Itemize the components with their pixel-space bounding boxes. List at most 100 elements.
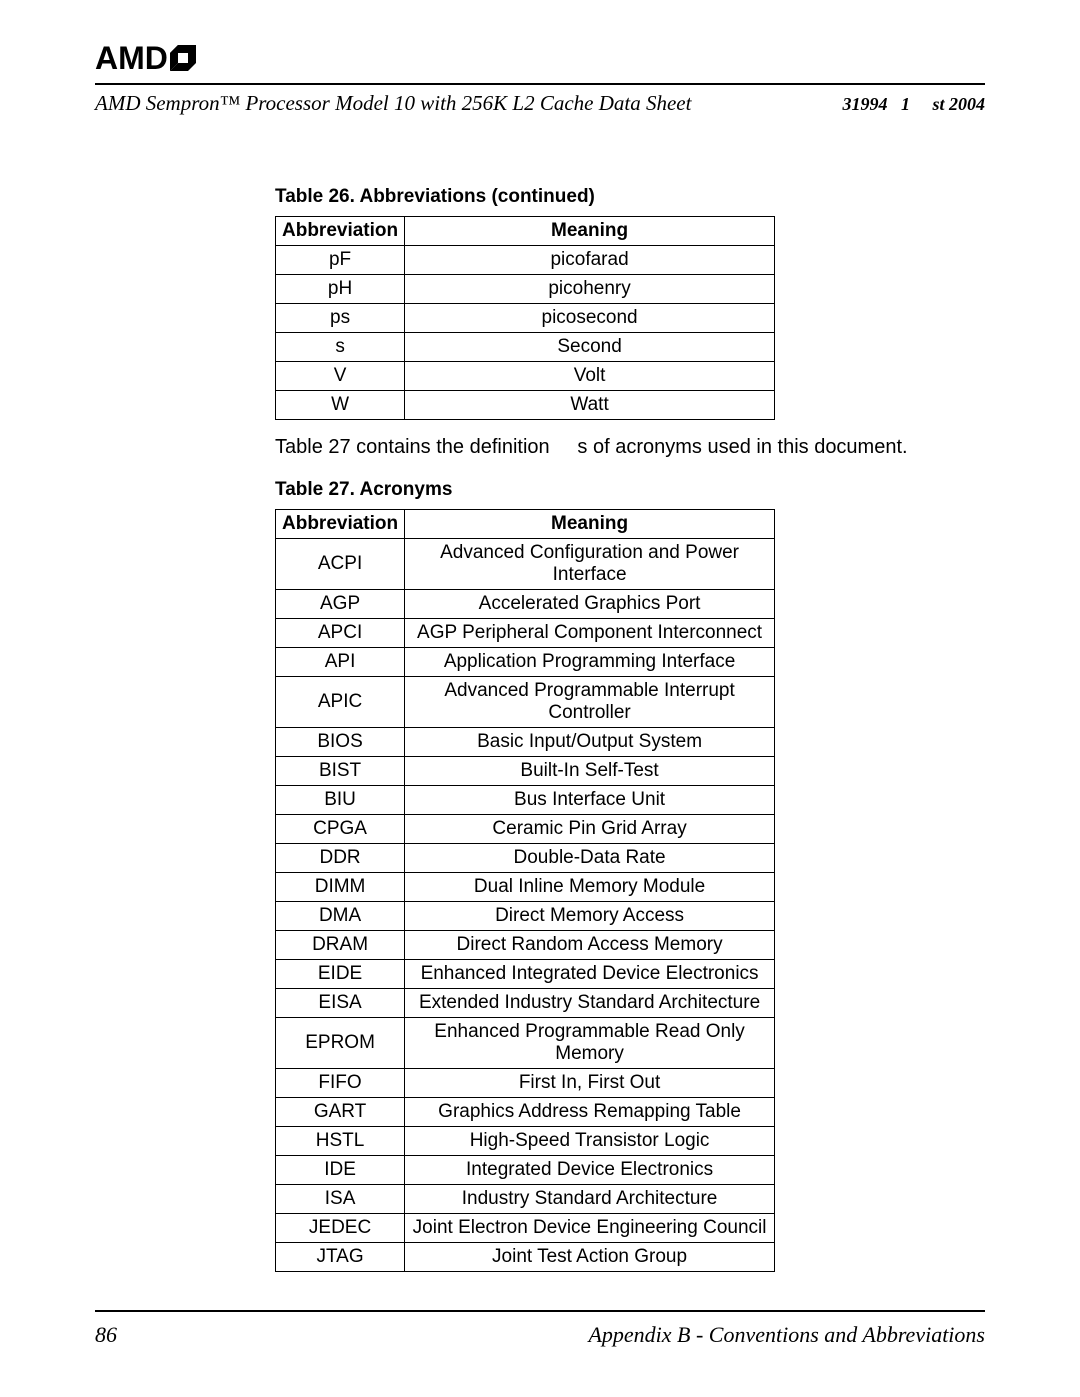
table26-col-abbreviation: Abbreviation xyxy=(276,217,405,246)
table27-cell: AGP Peripheral Component Interconnect xyxy=(405,619,775,648)
table26-cell: W xyxy=(276,391,405,420)
table27-header-row: Abbreviation Meaning xyxy=(276,510,775,539)
table26-row: VVolt xyxy=(276,362,775,391)
appendix-title: Appendix B - Conventions and Abbreviatio… xyxy=(588,1322,985,1348)
table27-row: DIMMDual Inline Memory Module xyxy=(276,873,775,902)
table27-cell: Dual Inline Memory Module xyxy=(405,873,775,902)
table27-caption: Table 27. Acronyms xyxy=(275,479,975,501)
table26-row: sSecond xyxy=(276,333,775,362)
table27-row: BISTBuilt-In Self-Test xyxy=(276,757,775,786)
table27-cell: Accelerated Graphics Port xyxy=(405,590,775,619)
table27-cell: DMA xyxy=(276,902,405,931)
table27-cell: FIFO xyxy=(276,1069,405,1098)
table27-row: DMADirect Memory Access xyxy=(276,902,775,931)
table27-cell: Enhanced Integrated Device Electronics xyxy=(405,960,775,989)
table26: Abbreviation Meaning pFpicofaradpHpicohe… xyxy=(275,216,775,420)
table27-cell: Direct Memory Access xyxy=(405,902,775,931)
table27-cell: DIMM xyxy=(276,873,405,902)
table26-header-row: Abbreviation Meaning xyxy=(276,217,775,246)
main-content: Table 26. Abbreviations (continued) Abbr… xyxy=(275,186,975,1272)
table27-cell: EIDE xyxy=(276,960,405,989)
table27-col-meaning: Meaning xyxy=(405,510,775,539)
table27-cell: Enhanced Programmable Read Only Memory xyxy=(405,1018,775,1069)
table27-row: DRAMDirect Random Access Memory xyxy=(276,931,775,960)
table27-col-abbreviation: Abbreviation xyxy=(276,510,405,539)
table27-row: AGPAccelerated Graphics Port xyxy=(276,590,775,619)
table27-cell: CPGA xyxy=(276,815,405,844)
table27-cell: AGP xyxy=(276,590,405,619)
table27-cell: Direct Random Access Memory xyxy=(405,931,775,960)
table27-cell: Advanced Configuration and Power Interfa… xyxy=(405,539,775,590)
table27-row: ISAIndustry Standard Architecture xyxy=(276,1185,775,1214)
table26-cell: picofarad xyxy=(405,246,775,275)
header-rule xyxy=(95,83,985,85)
table26-cell: Watt xyxy=(405,391,775,420)
table26-cell: pH xyxy=(276,275,405,304)
table27-row: EPROMEnhanced Programmable Read Only Mem… xyxy=(276,1018,775,1069)
table27-row: APICAdvanced Programmable Interrupt Cont… xyxy=(276,677,775,728)
table26-cell: s xyxy=(276,333,405,362)
table27: Abbreviation Meaning ACPIAdvanced Config… xyxy=(275,509,775,1272)
table26-row: WWatt xyxy=(276,391,775,420)
table27-cell: API xyxy=(276,648,405,677)
table27-cell: GART xyxy=(276,1098,405,1127)
table27-cell: APIC xyxy=(276,677,405,728)
table27-cell: Integrated Device Electronics xyxy=(405,1156,775,1185)
table27-row: EIDEEnhanced Integrated Device Electroni… xyxy=(276,960,775,989)
footer-row: 86 Appendix B - Conventions and Abbrevia… xyxy=(95,1322,985,1348)
table27-row: DDRDouble-Data Rate xyxy=(276,844,775,873)
table27-row: CPGACeramic Pin Grid Array xyxy=(276,815,775,844)
table26-row: pHpicohenry xyxy=(276,275,775,304)
table27-cell: Double-Data Rate xyxy=(405,844,775,873)
table27-row: APIApplication Programming Interface xyxy=(276,648,775,677)
table26-cell: pF xyxy=(276,246,405,275)
table27-cell: Ceramic Pin Grid Array xyxy=(405,815,775,844)
table27-cell: High-Speed Transistor Logic xyxy=(405,1127,775,1156)
table27-cell: Graphics Address Remapping Table xyxy=(405,1098,775,1127)
table26-cell: Volt xyxy=(405,362,775,391)
table27-body: ACPIAdvanced Configuration and Power Int… xyxy=(276,539,775,1272)
table27-row: JEDECJoint Electron Device Engineering C… xyxy=(276,1214,775,1243)
table27-cell: Bus Interface Unit xyxy=(405,786,775,815)
table26-cell: picosecond xyxy=(405,304,775,333)
document-title: AMD Sempron™ Processor Model 10 with 256… xyxy=(95,91,691,116)
table27-cell: BIOS xyxy=(276,728,405,757)
amd-arrow-icon xyxy=(170,45,196,71)
amd-logo: AMD xyxy=(95,40,985,77)
table26-row: pFpicofarad xyxy=(276,246,775,275)
table27-cell: IDE xyxy=(276,1156,405,1185)
logo-text: AMD xyxy=(95,40,168,77)
document-meta: 31994 1 st 2004 xyxy=(842,94,985,115)
paragraph: Table 27 contains the definition s of ac… xyxy=(275,434,975,461)
table27-cell: BIU xyxy=(276,786,405,815)
table27-row: EISAExtended Industry Standard Architect… xyxy=(276,989,775,1018)
table27-cell: APCI xyxy=(276,619,405,648)
table27-row: HSTLHigh-Speed Transistor Logic xyxy=(276,1127,775,1156)
table27-cell: Joint Electron Device Engineering Counci… xyxy=(405,1214,775,1243)
table26-cell: V xyxy=(276,362,405,391)
table27-cell: DDR xyxy=(276,844,405,873)
table27-row: BIOSBasic Input/Output System xyxy=(276,728,775,757)
table27-cell: Application Programming Interface xyxy=(405,648,775,677)
table27-cell: EISA xyxy=(276,989,405,1018)
footer-rule xyxy=(95,1310,985,1312)
table27-cell: Advanced Programmable Interrupt Controll… xyxy=(405,677,775,728)
table26-col-meaning: Meaning xyxy=(405,217,775,246)
table26-row: pspicosecond xyxy=(276,304,775,333)
table27-cell: Joint Test Action Group xyxy=(405,1243,775,1272)
table27-cell: JEDEC xyxy=(276,1214,405,1243)
table27-cell: EPROM xyxy=(276,1018,405,1069)
table27-row: BIUBus Interface Unit xyxy=(276,786,775,815)
table26-cell: picohenry xyxy=(405,275,775,304)
table27-row: GARTGraphics Address Remapping Table xyxy=(276,1098,775,1127)
table27-cell: JTAG xyxy=(276,1243,405,1272)
table27-cell: Extended Industry Standard Architecture xyxy=(405,989,775,1018)
table27-row: FIFOFirst In, First Out xyxy=(276,1069,775,1098)
table27-row: ACPIAdvanced Configuration and Power Int… xyxy=(276,539,775,590)
page-content: AMD AMD Sempron™ Processor Model 10 with… xyxy=(95,40,985,1272)
table26-body: pFpicofaradpHpicohenrypspicosecondsSecon… xyxy=(276,246,775,420)
table26-cell: ps xyxy=(276,304,405,333)
table27-cell: DRAM xyxy=(276,931,405,960)
header-row: AMD Sempron™ Processor Model 10 with 256… xyxy=(95,91,985,116)
table27-cell: ISA xyxy=(276,1185,405,1214)
